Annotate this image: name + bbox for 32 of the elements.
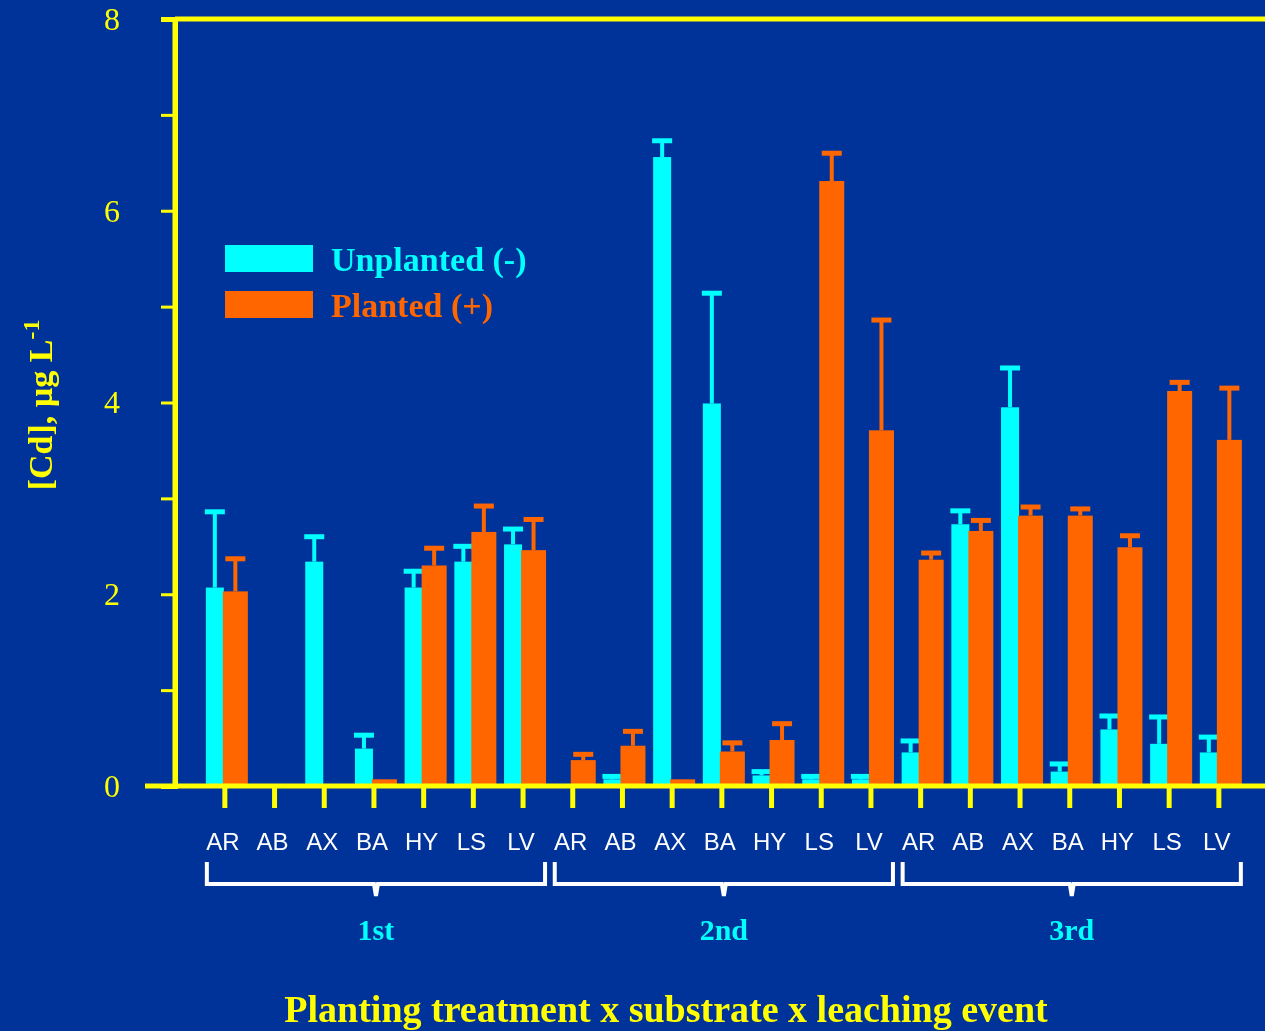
x-tick-label: LS bbox=[804, 828, 834, 855]
x-tick-label: AB bbox=[952, 828, 985, 855]
x-tick-label: HY bbox=[404, 828, 439, 855]
y-tick-label: 2 bbox=[104, 575, 120, 612]
x-tick-label: LS bbox=[456, 828, 487, 855]
x-tick-label: AX bbox=[654, 828, 687, 855]
text: 2nd bbox=[699, 913, 749, 946]
x-tick-label: AR bbox=[206, 828, 240, 855]
x-tick-label: LV bbox=[855, 828, 883, 855]
x-axis-title: Planting treatment x substrate x leaching event bbox=[284, 988, 1049, 1030]
y-tick-label: 8 bbox=[104, 0, 120, 37]
x-tick-label: BA bbox=[703, 828, 736, 855]
x-tick-label: BA bbox=[1051, 828, 1084, 855]
x-tick-label: AR bbox=[554, 828, 588, 855]
y-tick-label: 0 bbox=[104, 767, 120, 804]
x-tick-label: AX bbox=[1002, 828, 1035, 855]
x-tick-label: LV bbox=[1203, 828, 1231, 855]
x-tick-label: AX bbox=[306, 828, 339, 855]
legend-label: Unplanted (-) bbox=[331, 240, 527, 279]
x-tick-label: HY bbox=[752, 828, 787, 855]
x-tick-label: LV bbox=[507, 828, 535, 855]
x-tick-label: LS bbox=[1152, 828, 1182, 855]
x-tick-label: AB bbox=[256, 828, 289, 855]
x-tick-label: AR bbox=[901, 828, 936, 855]
x-tick-label: BA bbox=[355, 828, 388, 855]
y-tick-label: 4 bbox=[104, 384, 120, 421]
text: 3rd bbox=[1049, 913, 1095, 946]
y-tick-label: 6 bbox=[104, 192, 120, 229]
legend-label: Planted (+) bbox=[331, 286, 493, 325]
x-tick-label: AB bbox=[604, 828, 637, 855]
text: 1st bbox=[357, 913, 395, 946]
x-tick-label: HY bbox=[1100, 828, 1135, 855]
